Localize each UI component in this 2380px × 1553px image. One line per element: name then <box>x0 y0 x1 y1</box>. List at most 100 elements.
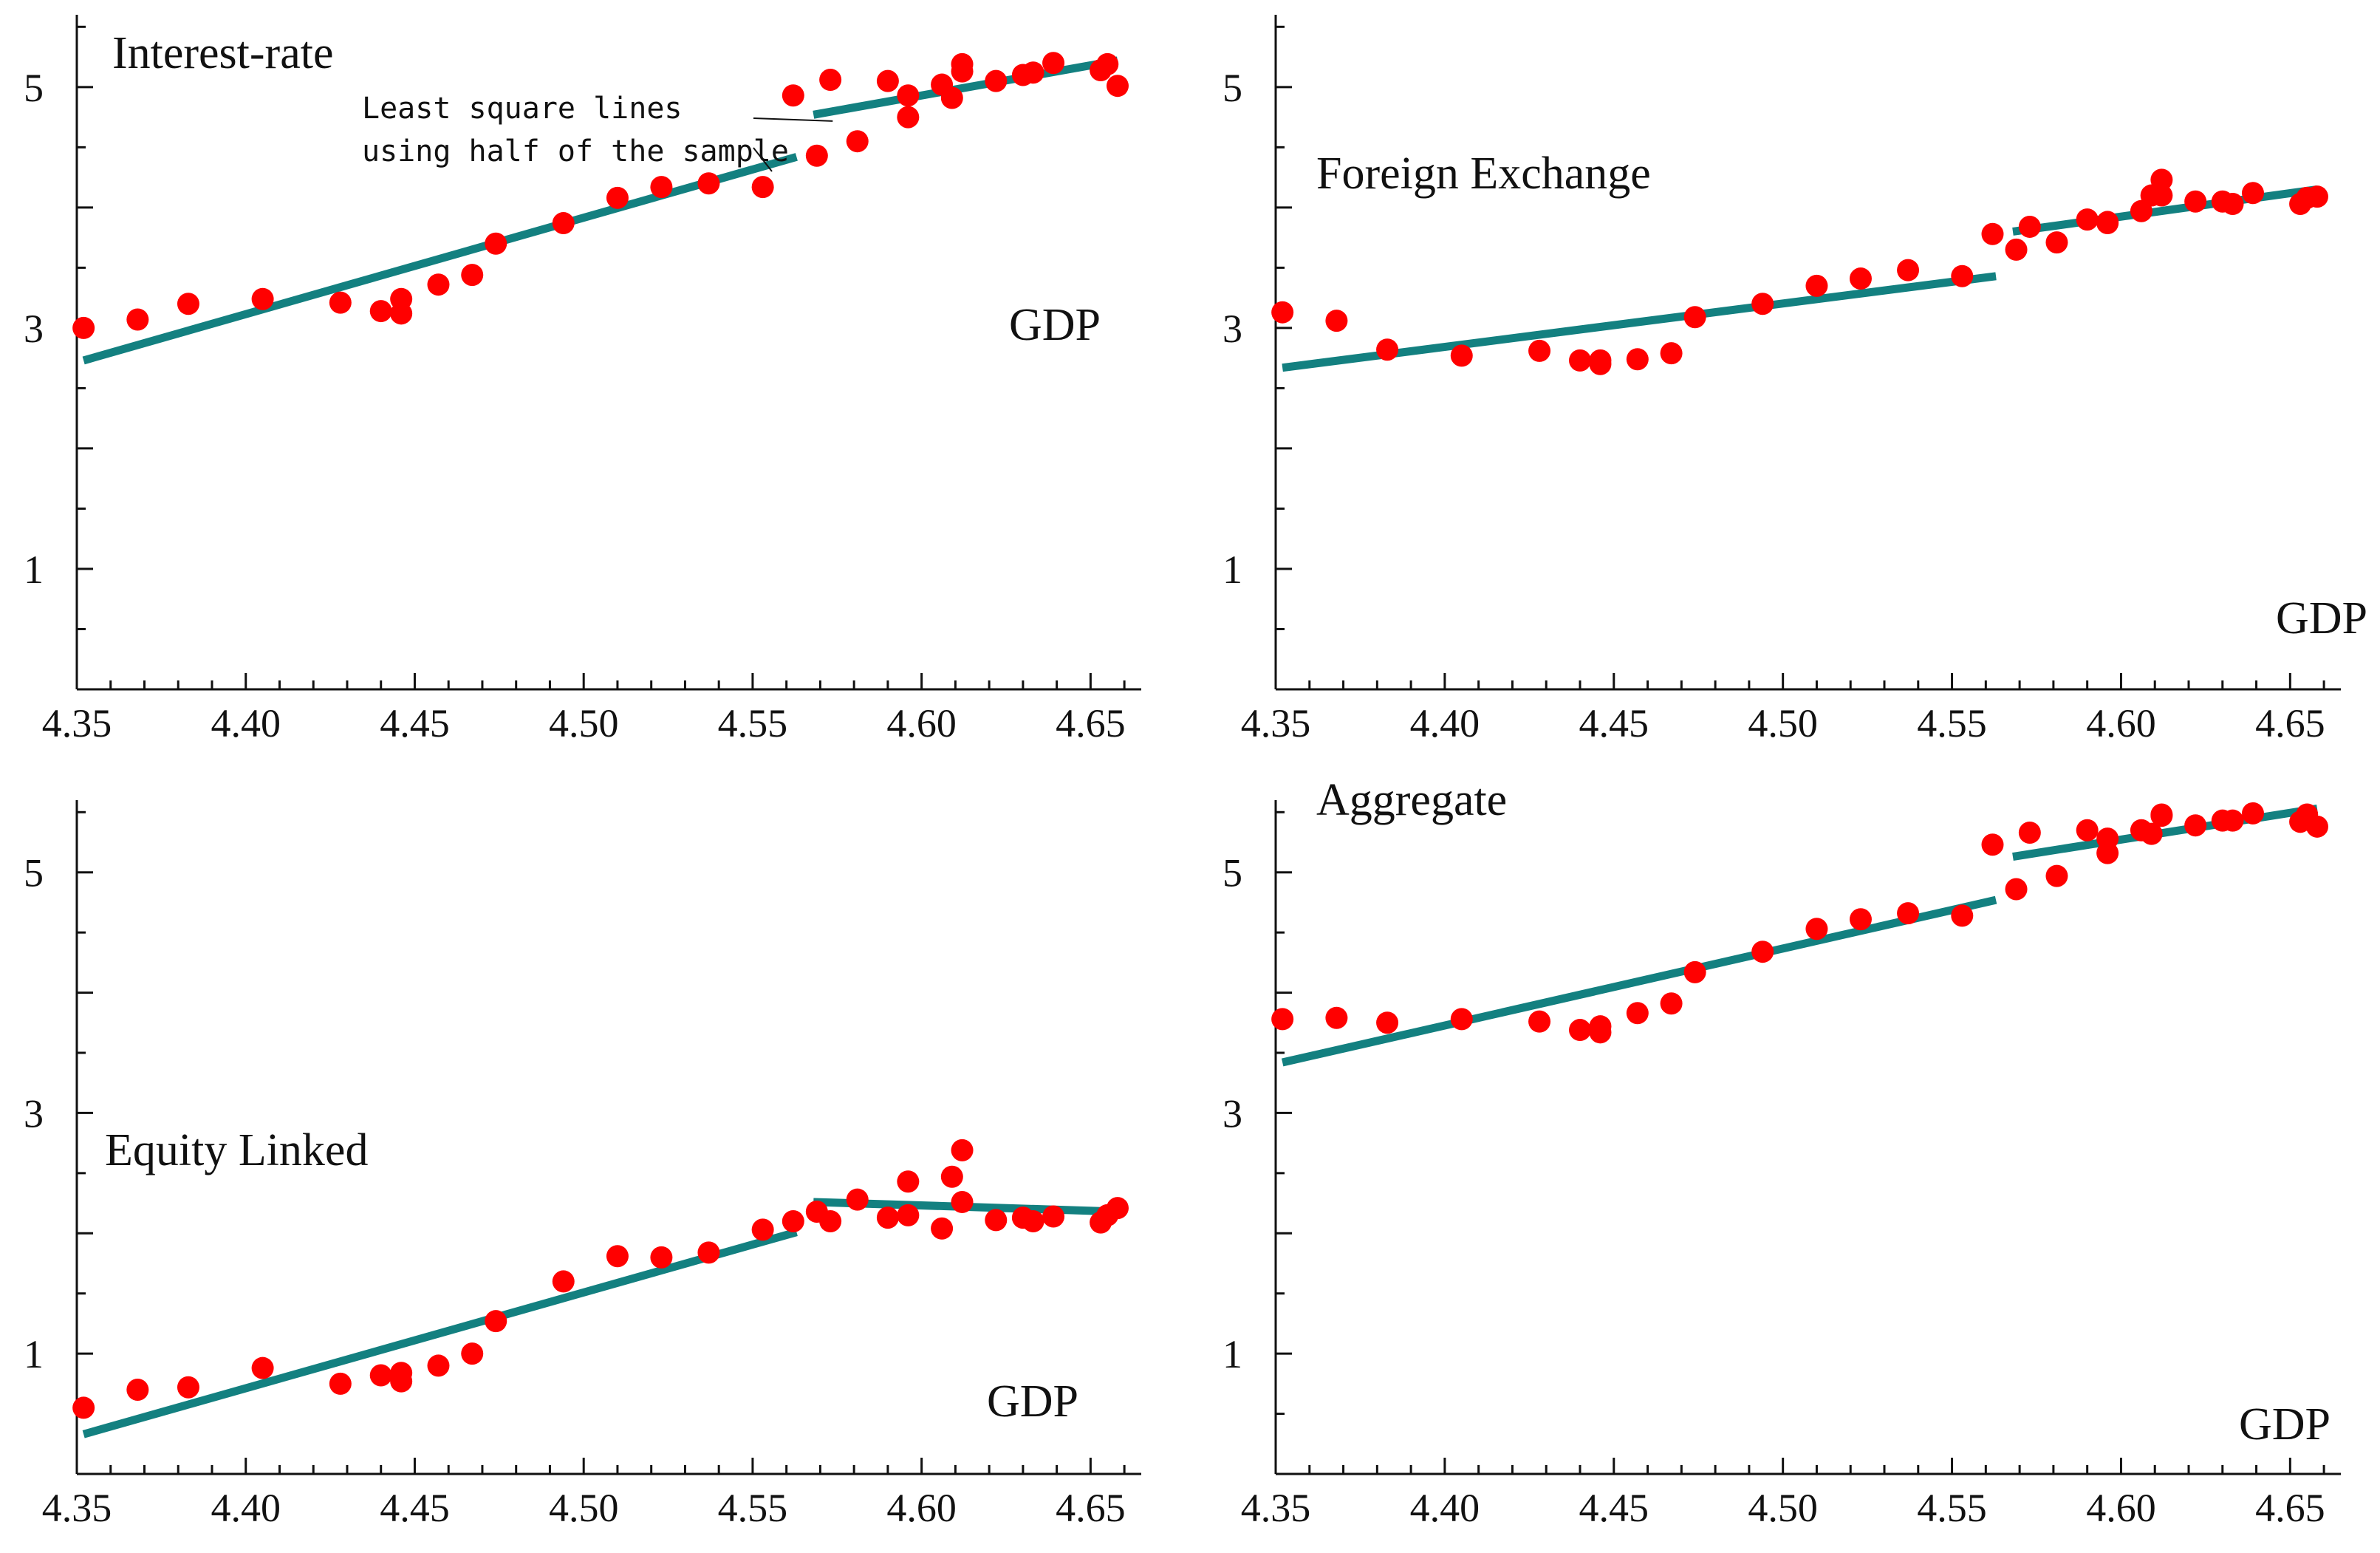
x-tick-label: 4.60 <box>2086 1486 2156 1530</box>
y-tick-label: 5 <box>24 851 44 895</box>
x-tick-label: 4.40 <box>211 701 281 745</box>
data-point <box>951 1190 974 1213</box>
data-point <box>1569 1019 1591 1042</box>
data-point <box>1528 1010 1551 1033</box>
data-point <box>782 84 804 107</box>
data-point <box>951 52 974 75</box>
data-point <box>552 1270 575 1293</box>
data-point <box>1805 918 1828 941</box>
y-tick-label: 1 <box>1223 547 1242 592</box>
data-point <box>2184 190 2207 213</box>
data-point <box>1450 344 1473 367</box>
data-point <box>2305 815 2328 838</box>
x-tick-label: 4.35 <box>42 1486 112 1530</box>
data-point <box>1849 267 1872 290</box>
x-tick-label: 4.65 <box>2255 1486 2325 1530</box>
x-tick-label: 4.55 <box>718 1486 788 1530</box>
data-point <box>1022 1210 1044 1232</box>
annotation-line: using half of the sample <box>362 134 789 168</box>
x-tick-label: 4.45 <box>380 701 450 745</box>
data-point <box>1626 1002 1649 1025</box>
fit-line-second-half <box>2012 185 2318 236</box>
data-point <box>1106 1197 1129 1220</box>
x-tick-label: 4.40 <box>1410 701 1480 745</box>
data-point <box>1683 306 1706 329</box>
data-point <box>2140 822 2163 845</box>
data-point <box>390 1362 413 1385</box>
data-point <box>2241 182 2264 205</box>
panel-title: Interest-rate <box>112 28 333 78</box>
fit-line-first-half <box>1281 895 1997 1067</box>
data-point <box>251 287 274 310</box>
data-point <box>606 1245 629 1268</box>
data-point <box>1660 992 1683 1015</box>
x-tick-label: 4.45 <box>1579 1486 1649 1530</box>
x-tick-label: 4.55 <box>718 701 788 745</box>
annotation-text: Least square lines using half of the samp… <box>362 92 789 168</box>
data-point <box>427 273 450 296</box>
x-axis-label: GDP <box>2276 593 2367 644</box>
y-tick-label: 1 <box>24 1332 44 1376</box>
data-point <box>2096 842 2119 864</box>
data-point <box>2018 215 2041 238</box>
data-point <box>1805 274 1828 297</box>
data-point <box>2305 185 2328 208</box>
data-point <box>1042 1205 1065 1228</box>
data-point <box>897 106 920 129</box>
data-point <box>2184 814 2207 837</box>
x-tick-label: 4.50 <box>1748 701 1818 745</box>
data-point <box>1325 1006 1348 1029</box>
data-point <box>552 212 575 235</box>
data-point <box>1660 342 1683 365</box>
data-point <box>1981 833 2004 856</box>
data-point <box>1376 338 1399 361</box>
data-point <box>846 1188 869 1211</box>
x-tick-label: 4.65 <box>1056 701 1126 745</box>
data-point <box>876 1206 899 1229</box>
data-point <box>427 1354 450 1377</box>
data-point <box>461 1342 484 1365</box>
data-point <box>951 1139 974 1161</box>
x-tick-label: 4.60 <box>2086 701 2156 745</box>
x-tick-label: 4.55 <box>1917 701 1987 745</box>
data-point <box>2005 878 2028 901</box>
panel-title: Foreign Exchange <box>1316 149 1651 199</box>
data-point <box>1096 52 1119 75</box>
data-point <box>897 1204 920 1226</box>
data-point <box>485 232 507 255</box>
data-point <box>1271 1008 1294 1031</box>
data-point <box>1751 293 1774 315</box>
x-axis-label: GDP <box>987 1376 1078 1427</box>
x-tick-label: 4.65 <box>2255 701 2325 745</box>
data-point <box>697 172 720 195</box>
data-point <box>485 1310 507 1333</box>
y-tick-label: 5 <box>1223 851 1242 895</box>
y-tick-label: 3 <box>1223 1091 1242 1136</box>
fit-line-first-half <box>82 153 798 365</box>
x-tick-label: 4.35 <box>42 701 112 745</box>
data-point <box>985 69 1008 92</box>
data-point <box>751 176 774 199</box>
data-point <box>846 130 869 153</box>
data-point <box>461 264 484 287</box>
data-point <box>2045 864 2068 887</box>
data-point <box>126 308 149 331</box>
data-point <box>126 1379 149 1401</box>
data-point <box>805 144 828 167</box>
data-point <box>819 69 842 92</box>
data-point <box>1897 259 1920 281</box>
x-tick-label: 4.35 <box>1241 701 1311 745</box>
data-point <box>1376 1011 1399 1034</box>
data-point <box>1626 348 1649 371</box>
data-point <box>606 186 629 209</box>
data-point <box>1897 902 1920 925</box>
data-point <box>329 1372 352 1395</box>
data-point <box>2221 192 2244 215</box>
y-tick-label: 1 <box>24 547 44 592</box>
data-point <box>897 1170 920 1193</box>
x-tick-label: 4.40 <box>211 1486 281 1530</box>
data-point <box>751 1218 774 1241</box>
data-point <box>2150 805 2173 827</box>
data-point <box>1589 1015 1612 1038</box>
